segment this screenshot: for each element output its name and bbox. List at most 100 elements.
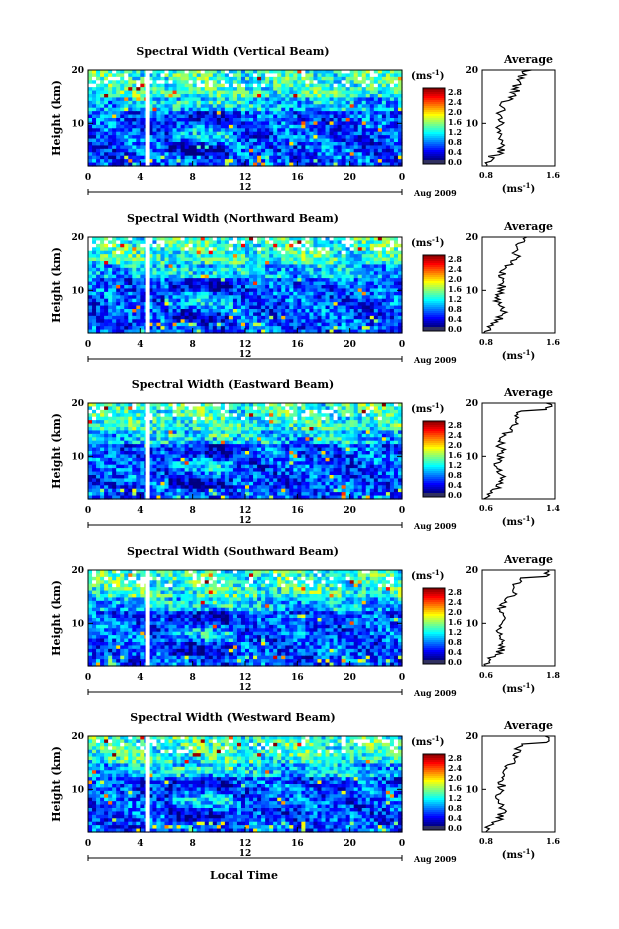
- heatmap-cells: [88, 237, 403, 334]
- y-tick-label: 10: [71, 286, 84, 296]
- colorbar-tick-label: 2.0: [448, 274, 462, 284]
- colorbar-tick-label: 0.8: [448, 304, 462, 314]
- average-profile-line: [483, 569, 551, 667]
- colorbar-tick-label: 1.2: [448, 127, 462, 137]
- colorbar-tick-label: 2.8: [448, 753, 462, 763]
- colorbar-tick-label: 1.6: [448, 617, 462, 627]
- colorbar: [423, 255, 445, 328]
- colorbar-tick-label: 0.4: [448, 813, 462, 823]
- x-tick-label: 4: [137, 673, 143, 683]
- colorbar-frame: [422, 753, 446, 831]
- average-x-tick-label: 1.6: [546, 170, 560, 180]
- x-tick-label: 4: [137, 839, 143, 849]
- average-x-tick-label: 1.6: [546, 836, 560, 846]
- x-tick-label: 12: [239, 673, 252, 683]
- colorbar-tick-label: 2.8: [448, 87, 462, 97]
- colorbar-tick-label: 2.8: [448, 254, 462, 264]
- colorbar-tick-label: 2.0: [448, 440, 462, 450]
- heatmap-cells: [88, 570, 403, 667]
- panel-2: Spectral Width (Northward Beam) 20 10 Heigh…: [50, 212, 560, 365]
- y-axis-label: Height (km): [50, 413, 63, 489]
- x-tick-label: 12: [239, 173, 252, 183]
- y-tick-label: 10: [71, 119, 84, 129]
- x-tick-label: 0: [85, 506, 91, 516]
- colorbar: [423, 88, 445, 161]
- data-gap: [145, 736, 150, 832]
- x-tick-label: 0: [85, 340, 91, 350]
- average-unit: (ms-1): [502, 348, 535, 362]
- average-title: Average: [503, 553, 553, 566]
- colorbar-tick-label: 0.8: [448, 137, 462, 147]
- data-gap: [145, 403, 150, 499]
- colorbar-tick-label: 0.0: [448, 490, 462, 500]
- colorbar-tick-label: 2.8: [448, 587, 462, 597]
- average-profile-line: [483, 402, 553, 500]
- heatmap-cells: [88, 736, 403, 833]
- date-label: Aug 2009: [413, 355, 457, 365]
- average-title: Average: [503, 220, 553, 233]
- colorbar-tick-label: 0.0: [448, 324, 462, 334]
- average-unit: (ms-1): [502, 514, 535, 528]
- data-gap: [145, 237, 150, 333]
- x-tick-label: 4: [137, 173, 143, 183]
- colorbar-tick-label: 0.4: [448, 147, 462, 157]
- average-title: Average: [503, 53, 553, 66]
- average-x-tick-label: 1.6: [546, 337, 560, 347]
- panel-5: Spectral Width (Westward Beam) 20 10 Height…: [50, 711, 560, 864]
- average-x-tick-label: 0.8: [479, 337, 493, 347]
- x-tick-label: 16: [291, 340, 304, 350]
- panel-title: Spectral Width (Eastward Beam): [132, 378, 334, 391]
- data-gap: [145, 70, 150, 166]
- panel-1: Spectral Width (Vertical Beam) 20 10 Height…: [50, 45, 560, 198]
- average-y-tick-label: 10: [465, 286, 478, 296]
- colorbar-tick-label: 0.8: [448, 470, 462, 480]
- x-tick-label: 8: [190, 173, 196, 183]
- colorbar-tick-label: 1.2: [448, 460, 462, 470]
- colorbar-tick-label: 2.4: [448, 264, 462, 274]
- colorbar-floor: [423, 327, 445, 331]
- colorbar-tick-label: 2.8: [448, 420, 462, 430]
- average-y-tick-label: 20: [465, 566, 478, 576]
- y-tick-label: 20: [71, 566, 84, 576]
- colorbar: [423, 588, 445, 661]
- average-y-tick-label: 10: [465, 785, 478, 795]
- average-profile-line: [483, 236, 528, 334]
- colorbar-tick-label: 2.4: [448, 597, 462, 607]
- colorbar-frame: [422, 420, 446, 498]
- x-tick-label: 0: [399, 839, 405, 849]
- colorbar-unit: (ms-1): [411, 235, 444, 249]
- average-title: Average: [503, 386, 553, 399]
- date-label: Aug 2009: [413, 521, 457, 531]
- colorbar-unit: (ms-1): [411, 401, 444, 415]
- x-tick-label: 0: [85, 673, 91, 683]
- panel-title: Spectral Width (Northward Beam): [127, 212, 339, 225]
- average-frame: [481, 236, 556, 334]
- x-tick-label: 0: [399, 673, 405, 683]
- x-tick-label: 0: [85, 839, 91, 849]
- colorbar-frame: [422, 254, 446, 332]
- average-title: Average: [503, 719, 553, 732]
- date-label: Aug 2009: [413, 688, 457, 698]
- average-unit: (ms-1): [502, 847, 535, 861]
- panel-4: Spectral Width (Southward Beam) 20 10 Heigh…: [50, 545, 560, 698]
- x-tick-label: 16: [291, 673, 304, 683]
- colorbar-tick-label: 2.0: [448, 607, 462, 617]
- y-tick-label: 20: [71, 732, 84, 742]
- average-y-tick-label: 10: [465, 619, 478, 629]
- colorbar-tick-label: 0.4: [448, 480, 462, 490]
- x-tick-label: 12: [239, 506, 252, 516]
- panel-title: Spectral Width (Westward Beam): [130, 711, 335, 724]
- average-y-tick-label: 20: [465, 732, 478, 742]
- y-axis-label: Height (km): [50, 80, 63, 156]
- colorbar-tick-label: 1.2: [448, 627, 462, 637]
- panel-title: Spectral Width (Southward Beam): [127, 545, 339, 558]
- colorbar-unit: (ms-1): [411, 568, 444, 582]
- colorbar-tick-label: 2.4: [448, 763, 462, 773]
- y-tick-label: 20: [71, 66, 84, 76]
- colorbar: [423, 421, 445, 494]
- x-tick-label: 8: [190, 340, 196, 350]
- average-profile-line: [483, 735, 550, 833]
- colorbar-tick-label: 2.4: [448, 97, 462, 107]
- average-frame: [481, 569, 556, 667]
